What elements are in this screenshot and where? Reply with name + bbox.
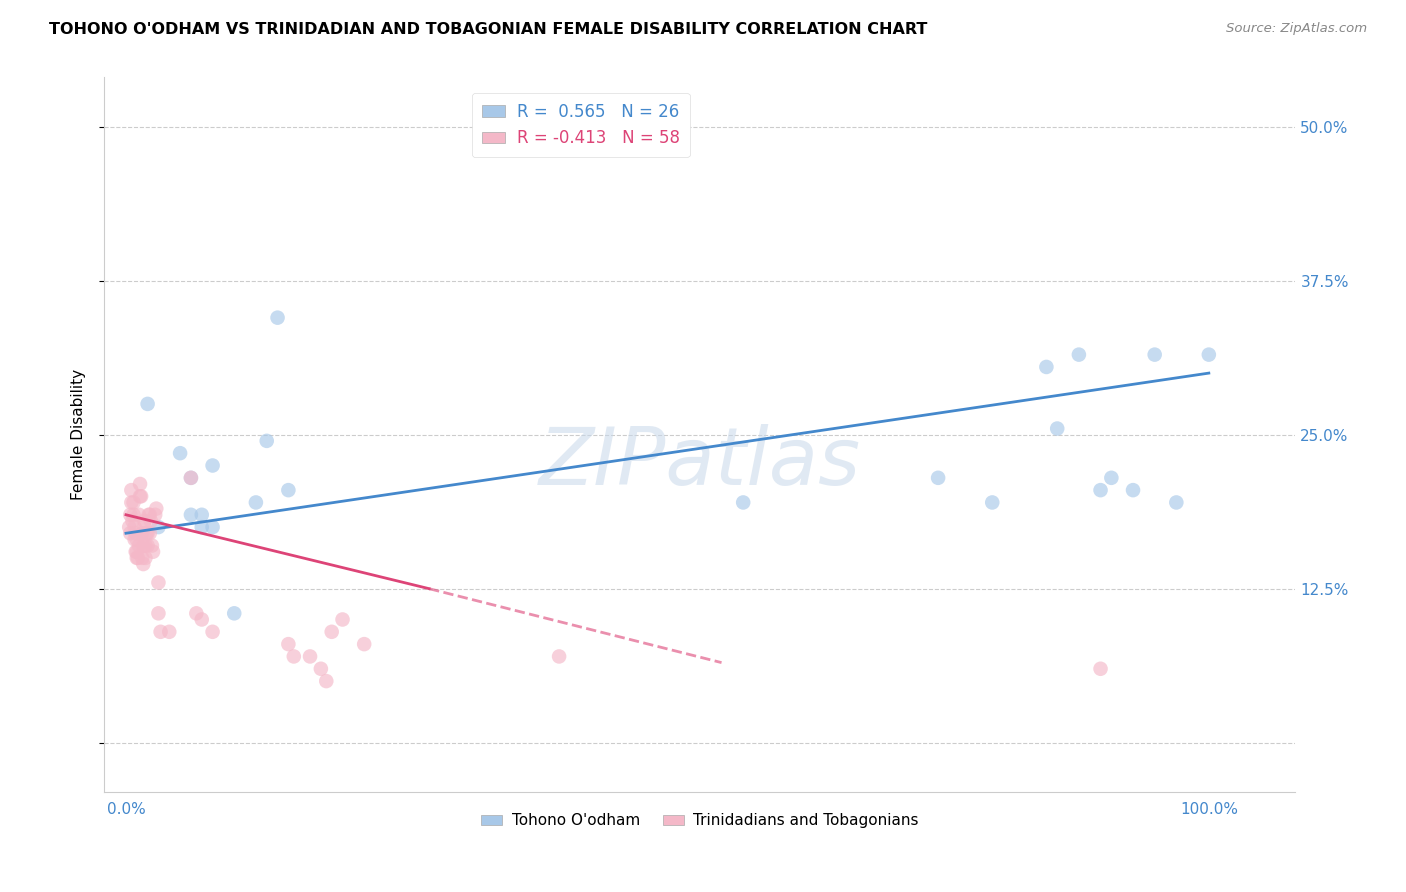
Point: [201, 624, 224, 639]
Point: [1035, 359, 1057, 374]
Point: [143, 508, 166, 522]
Point: [131, 526, 153, 541]
Point: [142, 545, 165, 559]
Point: [136, 526, 159, 541]
Point: [134, 539, 156, 553]
Point: [277, 483, 299, 497]
Text: Source: ZipAtlas.com: Source: ZipAtlas.com: [1226, 22, 1367, 36]
Point: [125, 545, 148, 559]
Point: [1046, 421, 1069, 435]
Point: [548, 649, 571, 664]
Point: [186, 607, 208, 621]
Point: [180, 471, 202, 485]
Point: [149, 624, 172, 639]
Point: [121, 514, 143, 528]
Point: [190, 508, 212, 522]
Point: [224, 607, 246, 621]
Legend: Tohono O'odham, Trinidadians and Tobagonians: Tohono O'odham, Trinidadians and Tobagon…: [475, 807, 925, 834]
Point: [145, 501, 167, 516]
Point: [353, 637, 375, 651]
Point: [120, 526, 142, 541]
Point: [120, 483, 142, 497]
Point: [134, 514, 156, 528]
Point: [157, 624, 180, 639]
Point: [321, 624, 343, 639]
Point: [118, 520, 141, 534]
Point: [148, 520, 170, 534]
Point: [148, 575, 170, 590]
Point: [139, 526, 162, 541]
Point: [180, 471, 202, 485]
Point: [122, 495, 145, 509]
Point: [332, 612, 354, 626]
Point: [1143, 348, 1166, 362]
Point: [256, 434, 278, 448]
Point: [131, 550, 153, 565]
Point: [299, 649, 322, 664]
Point: [190, 612, 212, 626]
Point: [128, 539, 150, 553]
Point: [180, 508, 202, 522]
Point: [283, 649, 305, 664]
Point: [927, 471, 949, 485]
Y-axis label: Female Disability: Female Disability: [72, 369, 86, 500]
Point: [1198, 348, 1220, 362]
Point: [128, 508, 150, 522]
Point: [190, 520, 212, 534]
Point: [148, 607, 170, 621]
Point: [315, 674, 337, 689]
Point: [134, 520, 156, 534]
Point: [125, 526, 148, 541]
Point: [1090, 483, 1112, 497]
Point: [139, 514, 162, 528]
Point: [129, 477, 152, 491]
Point: [1099, 471, 1122, 485]
Point: [125, 545, 148, 559]
Point: [136, 397, 159, 411]
Point: [141, 539, 163, 553]
Point: [124, 520, 146, 534]
Point: [125, 550, 148, 565]
Point: [245, 495, 267, 509]
Point: [124, 533, 146, 547]
Point: [120, 508, 142, 522]
Point: [129, 489, 152, 503]
Point: [139, 508, 162, 522]
Point: [125, 533, 148, 547]
Point: [1166, 495, 1188, 509]
Point: [309, 662, 332, 676]
Point: [201, 458, 224, 473]
Point: [277, 637, 299, 651]
Point: [733, 495, 755, 509]
Point: [1122, 483, 1144, 497]
Point: [201, 520, 224, 534]
Text: TOHONO O'ODHAM VS TRINIDADIAN AND TOBAGONIAN FEMALE DISABILITY CORRELATION CHART: TOHONO O'ODHAM VS TRINIDADIAN AND TOBAGO…: [49, 22, 928, 37]
Point: [122, 508, 145, 522]
Point: [132, 557, 155, 571]
Point: [266, 310, 288, 325]
Text: ZIPatlas: ZIPatlas: [538, 425, 860, 502]
Point: [132, 539, 155, 553]
Point: [127, 550, 149, 565]
Point: [981, 495, 1004, 509]
Point: [1067, 348, 1090, 362]
Point: [138, 508, 160, 522]
Point: [120, 495, 142, 509]
Point: [134, 550, 156, 565]
Point: [169, 446, 191, 460]
Point: [129, 489, 152, 503]
Point: [136, 539, 159, 553]
Point: [135, 526, 157, 541]
Point: [1090, 662, 1112, 676]
